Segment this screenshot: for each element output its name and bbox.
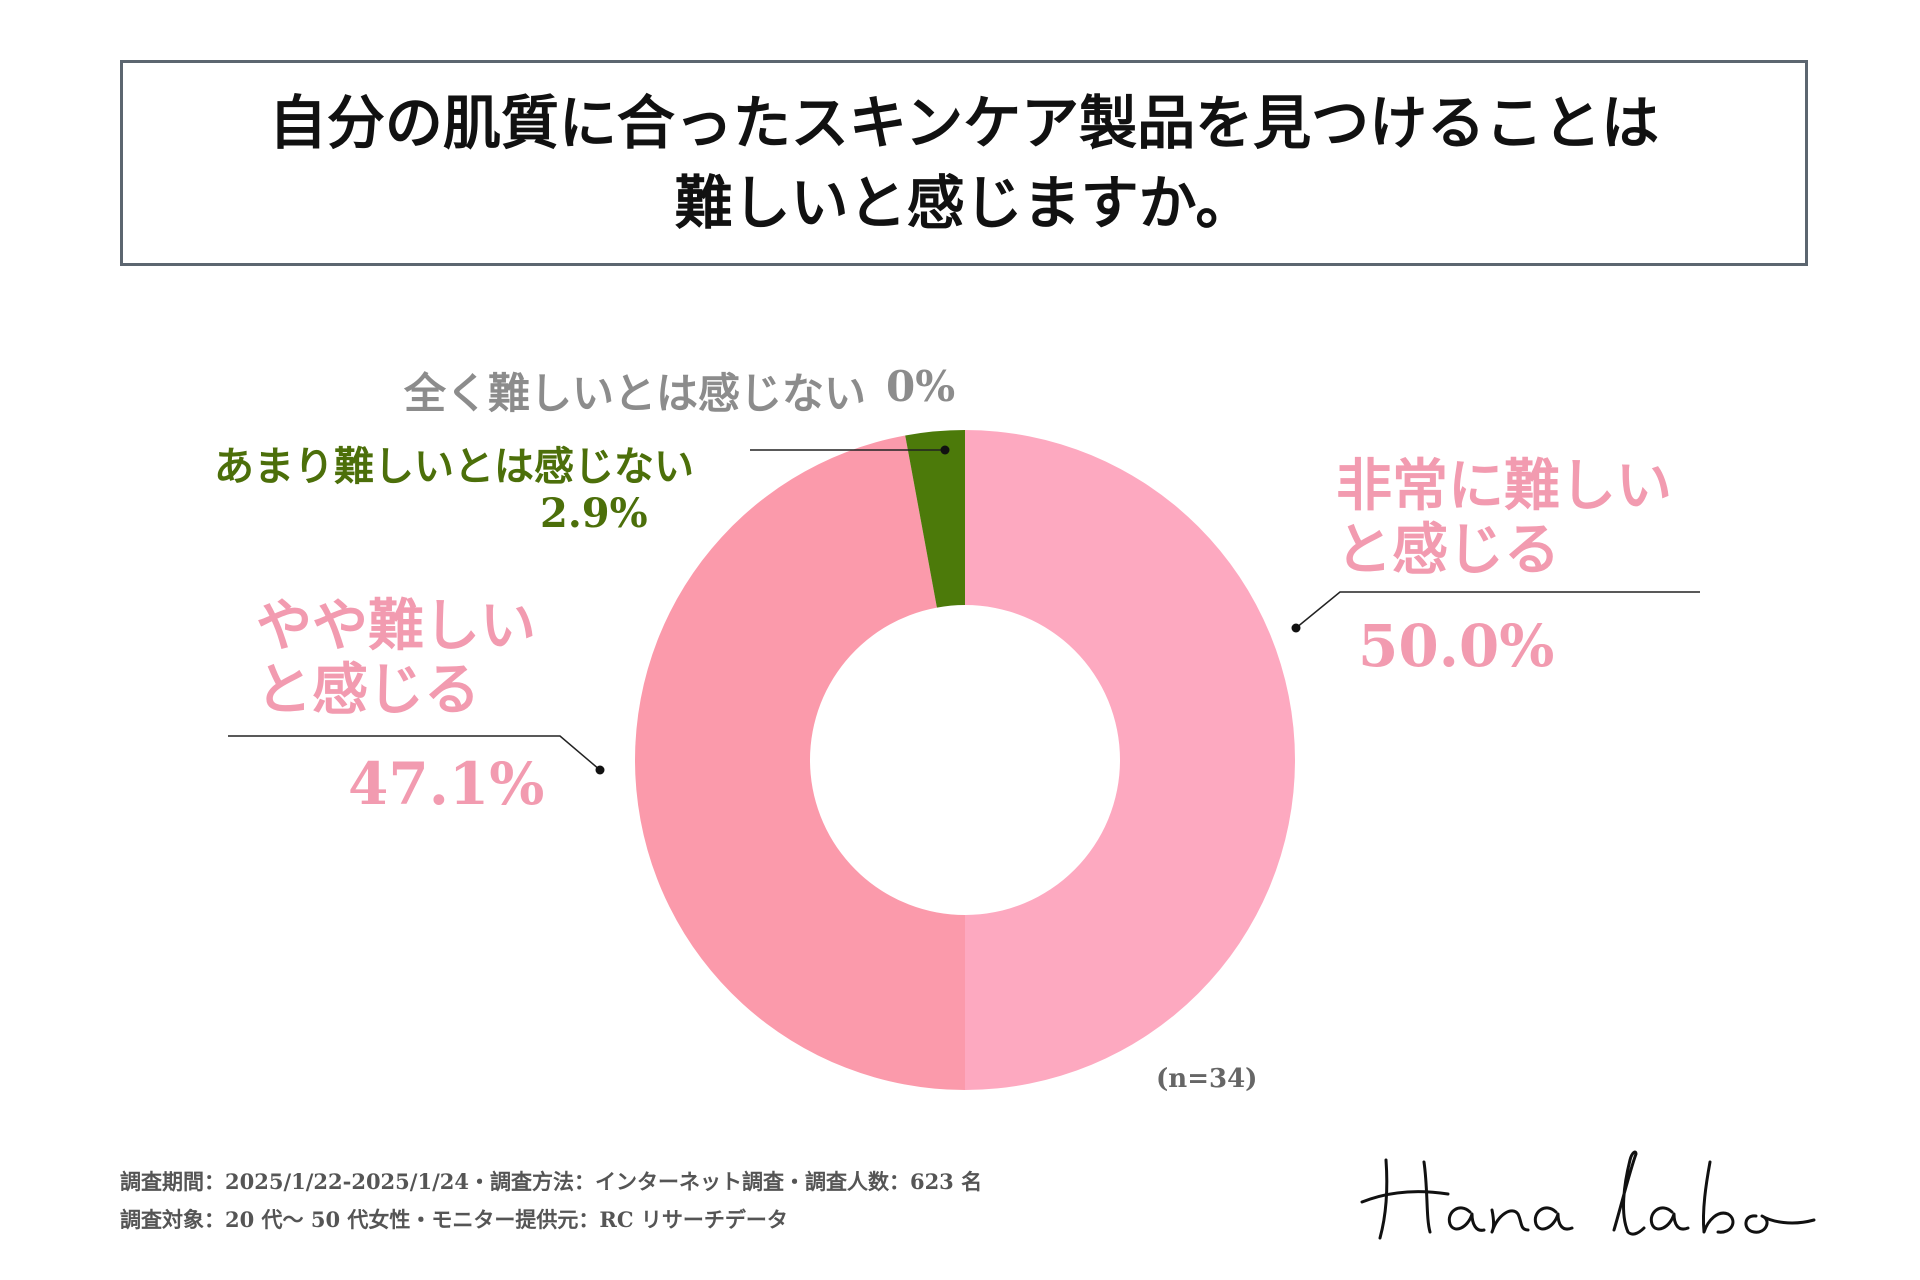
slice-very [965, 430, 1295, 1090]
hana-labo-logo [1352, 1140, 1822, 1254]
label-notmuch-pct: 2.9% [540, 490, 648, 537]
label-some-pct: 47.1% [348, 750, 545, 818]
label-some-line2: と感じる [256, 657, 480, 723]
chart-title-line1: 自分の肌質に合ったスキンケア製品を見つけることは [268, 89, 1660, 157]
label-very-pct: 50.0% [1358, 612, 1555, 680]
donut-slices [635, 430, 1295, 1090]
leader-dot-very [1291, 623, 1301, 633]
chart-title-line2: 難しいと感じますか。 [674, 169, 1254, 237]
label-none: 全く難しいとは感じない [404, 369, 867, 418]
title-box: 自分の肌質に合ったスキンケア製品を見つけることは 難しいと感じますか。 [120, 60, 1808, 266]
slice-notmuch [905, 430, 965, 608]
leader-dot-notmuch [940, 445, 950, 455]
survey-info-line1: 調査期間：2025/1/22-2025/1/24・調査方法：インターネット調査・… [120, 1169, 983, 1194]
leader-dot-some [595, 765, 605, 775]
label-some: やや難しい と感じる [256, 594, 536, 722]
label-very-line2: と感じる [1336, 517, 1560, 583]
logo-script-icon [1360, 1150, 1816, 1240]
label-none-pct: 0% [886, 362, 956, 411]
leader-lines [228, 449, 1700, 771]
label-very-line1: 非常に難しい [1336, 453, 1672, 519]
label-some-line1: やや難しい [256, 593, 536, 659]
slice-some [635, 435, 965, 1090]
sample-size-label: (n=34) [1156, 1064, 1258, 1094]
leader-line-some [228, 735, 601, 771]
label-very: 非常に難しい と感じる [1336, 454, 1672, 582]
label-notmuch: あまり難しいとは感じない [214, 443, 694, 490]
survey-info-line2: 調査対象：20 代～ 50 代女性・モニター提供元：RC リサーチデータ [120, 1207, 788, 1232]
leader-line-very [1295, 591, 1700, 629]
